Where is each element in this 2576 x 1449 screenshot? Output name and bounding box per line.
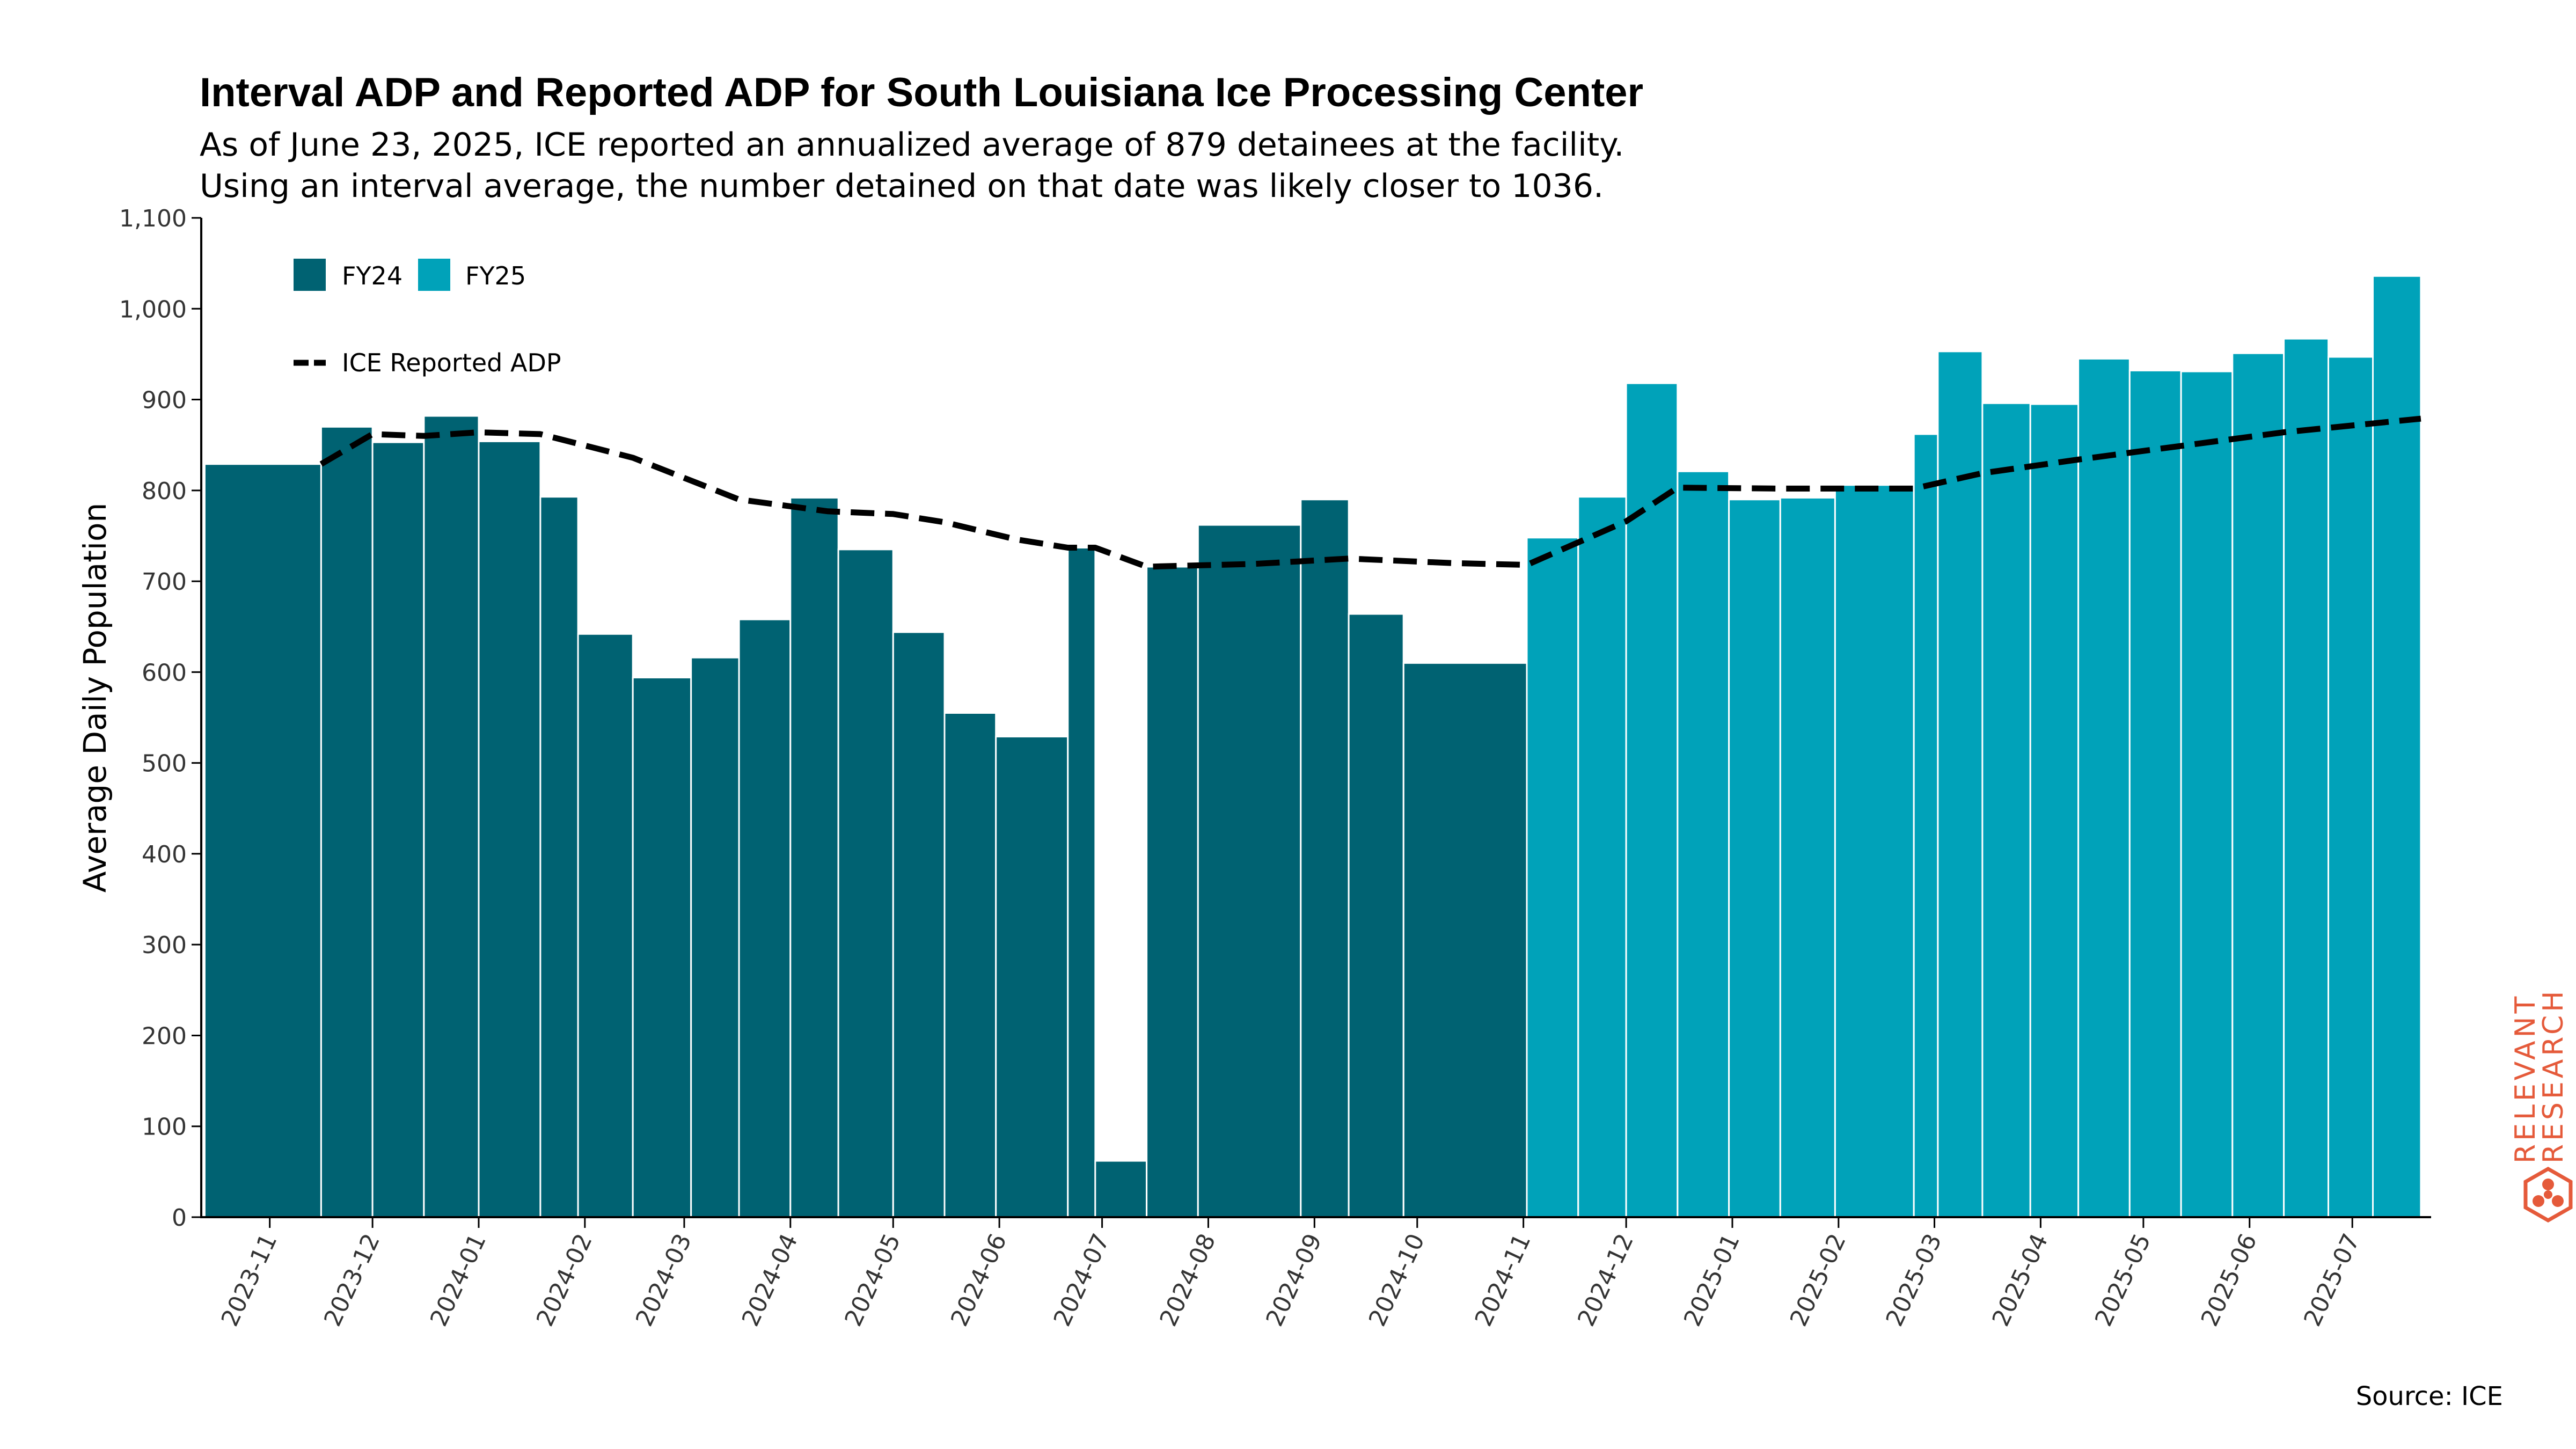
series-fy24-bars bbox=[203, 415, 1528, 1218]
x-tick-label: 2025-07 bbox=[2299, 1230, 2365, 1330]
x-tick-label: 2024-07 bbox=[1049, 1230, 1115, 1330]
legend-swatch-fy24 bbox=[294, 259, 326, 291]
legend-swatch-fy25 bbox=[418, 259, 450, 291]
bar-fy25-8 bbox=[1913, 433, 1939, 1218]
x-tick-label: 2024-11 bbox=[1470, 1230, 1536, 1330]
bar-fy25-16 bbox=[2283, 338, 2330, 1218]
bar-fy25-2 bbox=[1577, 496, 1627, 1218]
x-tick-label: 2024-06 bbox=[946, 1230, 1012, 1330]
x-tick-label: 2024-08 bbox=[1155, 1230, 1221, 1330]
series-ice-reported-adp bbox=[319, 415, 2421, 570]
bar-fy24-12 bbox=[837, 548, 894, 1218]
bar-fy24-22 bbox=[1402, 662, 1528, 1218]
bar-fy24-15 bbox=[995, 736, 1069, 1218]
x-tick-label: 2024-01 bbox=[425, 1230, 492, 1330]
x-tick-label: 2025-01 bbox=[1679, 1230, 1745, 1330]
bar-fy25-9 bbox=[1937, 350, 1984, 1218]
bar-fy24-20 bbox=[1300, 499, 1350, 1218]
bar-fy25-7 bbox=[1834, 484, 1915, 1218]
y-tick-label: 300 bbox=[142, 932, 187, 959]
bar-fy24-5 bbox=[478, 440, 541, 1218]
series-fy25-bars bbox=[1526, 275, 2422, 1218]
bar-fy25-10 bbox=[1981, 402, 2031, 1218]
y-tick-label: 200 bbox=[142, 1022, 187, 1050]
line-ice-reported-adp bbox=[319, 415, 2421, 570]
bar-fy24-17 bbox=[1094, 1160, 1148, 1218]
bar-fy24-7 bbox=[577, 633, 634, 1218]
x-tick-label: 2023-12 bbox=[319, 1230, 385, 1330]
y-tick-label: 900 bbox=[142, 387, 187, 414]
bar-fy24-21 bbox=[1348, 613, 1404, 1218]
bar-fy24-6 bbox=[539, 496, 579, 1218]
y-axis-label: Average Daily Population bbox=[77, 503, 113, 893]
legend-label-fy25: FY25 bbox=[465, 261, 526, 290]
bar-fy25-17 bbox=[2328, 356, 2374, 1218]
bar-fy25-14 bbox=[2180, 370, 2234, 1218]
bar-fy25-5 bbox=[1728, 499, 1781, 1218]
chart-title: Interval ADP and Reported ADP for South … bbox=[200, 70, 1643, 115]
y-axis-ticks: 0 100 200 300 400 500 600 700 800 900 1,000 1,100 bbox=[119, 205, 201, 1232]
y-tick-label: 700 bbox=[142, 568, 187, 596]
x-tick-label: 2024-05 bbox=[839, 1230, 906, 1330]
x-tick-label: 2025-03 bbox=[1881, 1230, 1948, 1330]
bar-fy24-16 bbox=[1067, 547, 1096, 1218]
bar-fy24-10 bbox=[738, 618, 792, 1218]
x-tick-label: 2025-02 bbox=[1785, 1230, 1851, 1330]
bar-fy24-9 bbox=[690, 656, 740, 1218]
bar-fy24-4 bbox=[423, 415, 480, 1218]
bar-fy24-3 bbox=[371, 441, 425, 1218]
bar-fy24-13 bbox=[892, 631, 946, 1218]
bar-fy24-18 bbox=[1146, 566, 1199, 1218]
bar-fy25-18 bbox=[2372, 275, 2422, 1218]
y-tick-label: 800 bbox=[142, 478, 187, 505]
y-tick-label: 1,100 bbox=[119, 205, 187, 232]
logo-text-relevant: RELEVANT bbox=[2509, 993, 2542, 1163]
bar-fy25-12 bbox=[2077, 357, 2131, 1218]
y-tick-label: 400 bbox=[142, 841, 187, 868]
x-tick-label: 2025-05 bbox=[2090, 1230, 2156, 1330]
bar-fy25-1 bbox=[1526, 537, 1579, 1218]
bar-fy25-4 bbox=[1677, 470, 1730, 1218]
source-note: Source: ICE bbox=[2356, 1381, 2503, 1411]
y-tick-label: 500 bbox=[142, 750, 187, 778]
x-tick-label: 2024-09 bbox=[1261, 1230, 1327, 1330]
bar-fy25-6 bbox=[1779, 496, 1836, 1218]
legend-label-ice-reported-adp: ICE Reported ADP bbox=[342, 348, 561, 377]
legend: FY24 FY25 ICE Reported ADP bbox=[294, 259, 561, 377]
bar-fy25-13 bbox=[2128, 369, 2182, 1218]
bar-fy25-3 bbox=[1625, 382, 1679, 1218]
bar-fy24-19 bbox=[1197, 524, 1302, 1218]
y-tick-label: 1,000 bbox=[119, 296, 187, 323]
bar-fy24-14 bbox=[943, 712, 997, 1218]
x-tick-label: 2024-02 bbox=[531, 1230, 598, 1330]
bar-fy24-11 bbox=[789, 496, 839, 1218]
chart-subtitle-line-1: As of June 23, 2025, ICE reported an ann… bbox=[200, 126, 1624, 164]
bar-fy25-15 bbox=[2231, 352, 2285, 1218]
y-tick-label: 100 bbox=[142, 1114, 187, 1141]
bar-fy24-8 bbox=[632, 677, 692, 1218]
hexagon-logo-icon bbox=[2523, 1166, 2573, 1223]
x-axis-ticks: 2023-11 2023-12 2024-01 2024-02 2024-03 2024-… bbox=[216, 1217, 2365, 1330]
x-tick-label: 2025-04 bbox=[1987, 1230, 2053, 1330]
x-tick-label: 2024-12 bbox=[1572, 1230, 1639, 1330]
x-tick-label: 2023-11 bbox=[216, 1230, 283, 1330]
legend-label-fy24: FY24 bbox=[342, 261, 402, 290]
x-tick-label: 2024-10 bbox=[1364, 1230, 1430, 1330]
x-tick-label: 2024-04 bbox=[737, 1230, 803, 1330]
logo-text-research: RESEARCH bbox=[2537, 988, 2570, 1163]
y-tick-label: 600 bbox=[142, 659, 187, 686]
chart-subtitle-line-2: Using an interval average, the number de… bbox=[200, 167, 1604, 205]
relevant-research-logo: RELEVANT RESEARCH bbox=[2509, 988, 2573, 1223]
y-tick-label: 0 bbox=[172, 1204, 187, 1232]
x-tick-label: 2024-03 bbox=[631, 1230, 697, 1330]
x-tick-label: 2025-06 bbox=[2196, 1230, 2263, 1330]
bar-fy24-2 bbox=[320, 426, 374, 1218]
bar-fy24-1 bbox=[203, 463, 322, 1218]
bar-fy25-11 bbox=[2029, 403, 2080, 1218]
